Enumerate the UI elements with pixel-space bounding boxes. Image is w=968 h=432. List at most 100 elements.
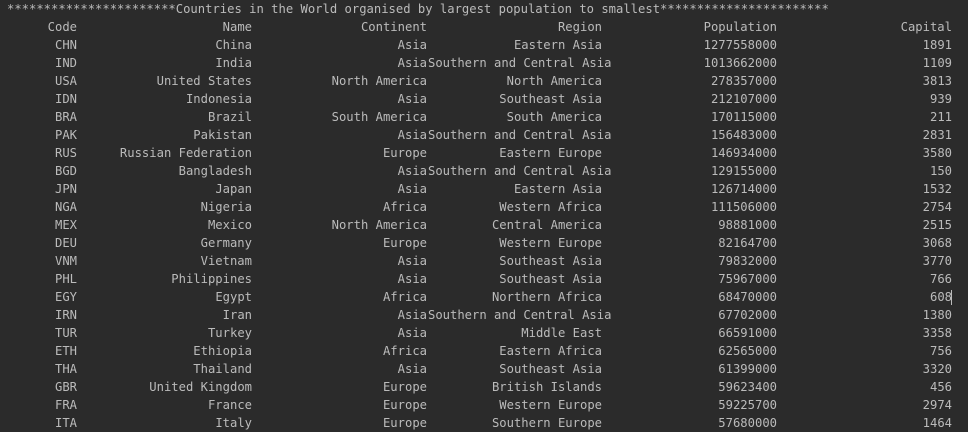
cell-code: BGD: [54, 164, 77, 178]
cell-continent: Europe: [382, 380, 427, 394]
cell-region: Southern Europe: [491, 416, 602, 430]
cell-code: TUR: [54, 326, 77, 340]
table-row: ETH Ethiopia Africa Eastern Africa 62565000 7…: [0, 342, 968, 360]
cell-capital: 756: [929, 344, 952, 358]
cell-region: British Islands: [491, 380, 602, 394]
cell-continent: Asia: [397, 362, 427, 376]
cell-region: Southeast Asia: [499, 272, 602, 286]
table-row: NGA Nigeria Africa Western Africa 111506000 2…: [0, 198, 968, 216]
cell-capital: 2754: [922, 200, 952, 214]
cell-code: USA: [54, 74, 77, 88]
cell-capital: 1891: [922, 38, 952, 52]
cell-continent: Asia: [397, 128, 427, 142]
cell-name: United Kingdom: [149, 380, 252, 394]
cell-code: PHL: [54, 272, 77, 286]
cell-continent: Africa: [382, 200, 427, 214]
cell-name: Indonesia: [185, 92, 252, 106]
cell-code: JPN: [54, 182, 77, 196]
cell-population: 98881000: [718, 218, 777, 232]
cell-capital: 3320: [922, 362, 952, 376]
cell-name: China: [215, 38, 252, 52]
cell-region: Northern Africa: [491, 290, 602, 304]
cell-capital: 2831: [922, 128, 952, 142]
cell-code: PAK: [54, 128, 77, 142]
cell-name: Italy: [215, 416, 252, 430]
cell-population: 111506000: [710, 200, 777, 214]
cell-continent: South America: [331, 110, 427, 124]
cell-population: 170115000: [710, 110, 777, 124]
cell-name: Brazil: [207, 110, 252, 124]
cell-name: Ethiopia: [193, 344, 252, 358]
cell-region: Eastern Asia: [513, 182, 602, 196]
table-row: ITA Italy Europe Southern Europe 57680000 146…: [0, 414, 968, 432]
table-row: PHL Philippines Asia Southeast Asia 75967000…: [0, 270, 968, 288]
cell-population: 126714000: [710, 182, 777, 196]
cell-code: IDN: [54, 92, 77, 106]
cell-name: Japan: [215, 182, 252, 196]
table-row: JPN Japan Asia Eastern Asia 126714000 1532: [0, 180, 968, 198]
header-population: Population: [703, 20, 777, 34]
cell-region: North America: [506, 74, 602, 88]
header-region: Region: [557, 20, 602, 34]
table-row: EGY Egypt Africa Northern Africa 68470000 608: [0, 288, 968, 306]
cell-population: 59225700: [718, 398, 777, 412]
header-row: Code Name Continent Region Population Ca…: [0, 18, 968, 36]
cell-code: VNM: [54, 254, 77, 268]
cell-name: Egypt: [215, 290, 252, 304]
cell-continent: Europe: [382, 398, 427, 412]
header-continent: Continent: [360, 20, 427, 34]
cell-code: RUS: [54, 146, 77, 160]
cell-population: 79832000: [718, 254, 777, 268]
cell-population: 66591000: [718, 326, 777, 340]
cell-population: 156483000: [710, 128, 777, 142]
cell-region: Southern and Central Asia: [428, 128, 612, 142]
cell-continent: Europe: [382, 236, 427, 250]
cell-name: Germany: [200, 236, 252, 250]
cell-capital: 456: [929, 380, 952, 394]
cell-code: THA: [54, 362, 77, 376]
cell-code: DEU: [54, 236, 77, 250]
cell-capital: 3813: [922, 74, 952, 88]
table-row: BRA Brazil South America South America 17011…: [0, 108, 968, 126]
table-row: IRN Iran Asia Southern and Central Asia 6770…: [0, 306, 968, 324]
table-row: PAK Pakistan Asia Southern and Central Asia…: [0, 126, 968, 144]
cell-code: IRN: [54, 308, 77, 322]
cell-name: India: [215, 56, 252, 70]
cell-region: Southern and Central Asia: [428, 308, 612, 322]
cell-code: EGY: [54, 290, 77, 304]
cell-capital: 939: [929, 92, 952, 106]
cell-region: Western Africa: [499, 200, 602, 214]
cell-name: United States: [156, 74, 252, 88]
cell-population: 82164700: [718, 236, 777, 250]
cell-region: Southeast Asia: [499, 362, 602, 376]
cell-population: 129155000: [710, 164, 777, 178]
cell-population: 1277558000: [703, 38, 777, 52]
cell-population: 146934000: [710, 146, 777, 160]
cell-code: FRA: [54, 398, 77, 412]
cell-continent: Europe: [382, 146, 427, 160]
table-row: USA United States North America North Ameri…: [0, 72, 968, 90]
cell-continent: North America: [331, 74, 427, 88]
text-cursor: [951, 290, 952, 305]
cell-code: GBR: [54, 380, 77, 394]
cell-name: Pakistan: [193, 128, 252, 142]
cell-region: Southeast Asia: [499, 92, 602, 106]
cell-region: Middle East: [521, 326, 602, 340]
cell-name: Russian Federation: [119, 146, 252, 160]
cell-continent: Europe: [382, 416, 427, 430]
cell-population: 59623400: [718, 380, 777, 394]
cell-region: Southern and Central Asia: [428, 164, 612, 178]
cell-code: ETH: [54, 344, 77, 358]
table-row: IDN Indonesia Asia Southeast Asia 212107000 9…: [0, 90, 968, 108]
header-capital: Capital: [900, 20, 952, 34]
header-code: Code: [47, 20, 77, 34]
header-name: Name: [222, 20, 252, 34]
table-row: BGD Bangladesh Asia Southern and Central As…: [0, 162, 968, 180]
cell-name: Iran: [222, 308, 252, 322]
cell-name: Philippines: [171, 272, 252, 286]
cell-population: 61399000: [718, 362, 777, 376]
cell-capital: 1464: [922, 416, 952, 430]
cell-population: 67702000: [718, 308, 777, 322]
cell-name: Thailand: [193, 362, 252, 376]
